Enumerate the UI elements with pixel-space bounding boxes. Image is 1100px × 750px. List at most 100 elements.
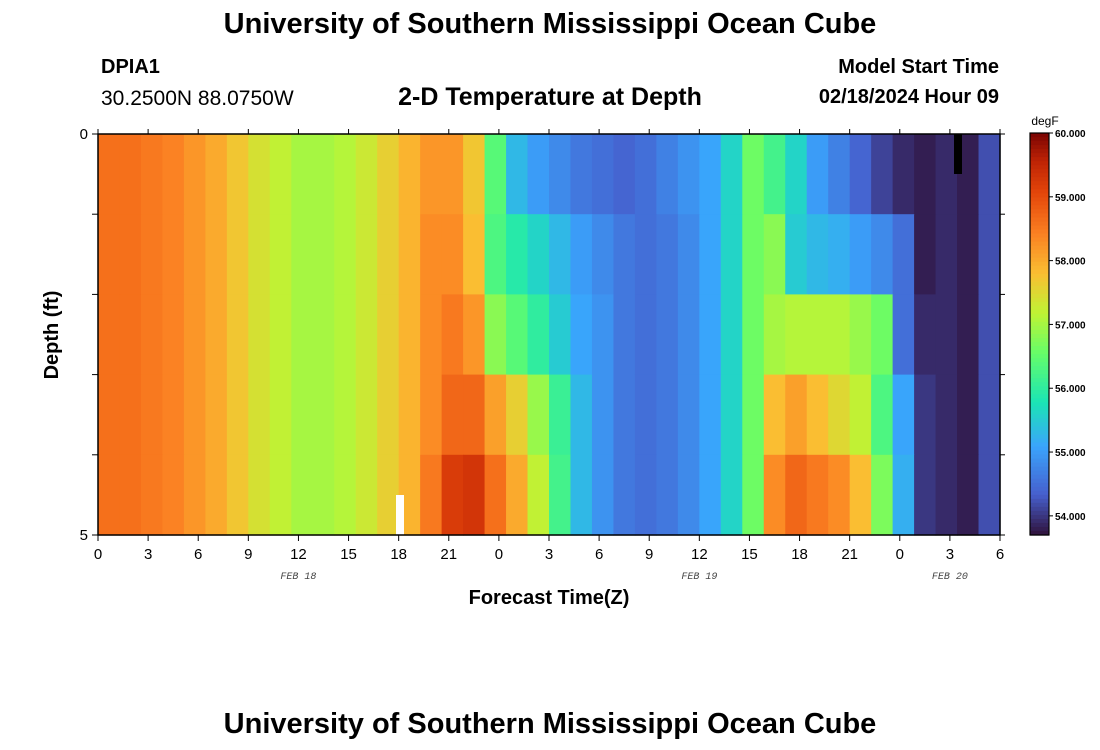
model-start-label: Model Start Time [838,56,999,78]
colorbar-segment [1030,297,1049,303]
colorbar-segment [1030,434,1049,440]
heatmap-cell [441,294,464,376]
heatmap-cell [699,374,722,456]
colorbar-segment [1030,426,1049,432]
colorbar-tick-label: 60.000 [1055,129,1086,140]
heatmap-cell [398,454,421,536]
colorbar-segment [1030,430,1049,436]
colorbar-segment [1030,253,1049,259]
x-tick-label: 15 [741,546,758,563]
heatmap-cell [98,294,121,376]
heatmap-cell [183,294,206,376]
colorbar-segment [1030,309,1049,315]
colorbar-tick-label: 57.000 [1055,320,1086,331]
heatmap-cell [806,134,829,215]
heatmap-cell [549,214,572,295]
heatmap-cell [549,294,572,376]
colorbar-segment [1030,189,1049,194]
colorbar-tick-label: 58.000 [1055,257,1086,268]
colorbar-segment [1030,394,1049,399]
colorbar-segment [1030,414,1049,420]
page-title: University of Southern Mississippi Ocean… [223,8,877,40]
heatmap-cells [98,134,1001,536]
heatmap-cell [463,374,486,456]
x-tick-label: 18 [390,546,407,563]
colorbar-segment [1030,137,1049,142]
heatmap-cell [914,294,937,376]
heatmap-cell [699,294,722,376]
heatmap-cell [978,374,1001,456]
heatmap-cell [463,294,486,376]
heatmap-cell [549,454,572,536]
heatmap-cell [570,294,593,376]
heatmap-cell [806,454,829,536]
colorbar-segment [1030,398,1049,403]
colorbar-tick-label: 59.000 [1055,193,1086,204]
x-tick-label: 0 [495,546,503,563]
colorbar-unit: degF [1031,114,1058,128]
heatmap-cell [162,374,185,456]
heatmap-cell [957,294,980,376]
heatmap-cell [527,214,550,295]
x-axis-label: Forecast Time(Z) [469,587,630,609]
heatmap-cell [484,294,507,376]
heatmap-cell [377,214,400,295]
heatmap-cell [914,214,937,295]
colorbar-segment [1030,273,1049,279]
heatmap-cell [441,134,464,215]
heatmap-cell [183,374,206,456]
heatmap-cell [785,214,808,295]
heatmap-cell [119,214,142,295]
date-label: FEB 20 [932,572,968,583]
colorbar-segment [1030,494,1049,500]
heatmap-cell [248,134,271,215]
heatmap-cell [355,294,378,376]
colorbar-segment [1030,366,1049,371]
colorbar-segment [1030,157,1049,162]
colorbar-segment [1030,305,1049,311]
heatmap-cell [398,294,421,376]
heatmap-cell [269,454,292,536]
heatmap-cell [892,214,915,295]
heatmap-cell [935,454,958,536]
colorbar-segment [1030,350,1049,355]
heatmap-cell [549,374,572,456]
heatmap-cell [849,134,872,215]
colorbar-segment [1030,145,1049,150]
heatmap-cell [291,374,314,456]
heatmap-cell [613,214,636,295]
heatmap-cell [484,374,507,456]
colorbar-segment [1030,410,1049,415]
heatmap-cell [140,454,164,536]
heatmap-cell [613,454,636,536]
colorbar-tick-label: 54.000 [1055,512,1086,523]
date-label: FEB 18 [280,572,316,583]
colorbar-segment [1030,526,1049,532]
heatmap-cell [398,134,421,215]
heatmap-cell [978,134,1001,215]
heatmap-cell [140,214,164,295]
y-axis-label: Depth (ft) [41,291,63,380]
heatmap-cell [720,294,743,376]
heatmap-cell [763,374,786,456]
x-tick-label: 6 [996,546,1004,563]
heatmap-cell [720,134,743,215]
heatmap-cell [957,374,980,456]
heatmap-cell [634,214,657,295]
colorbar-segment [1030,362,1049,367]
heatmap-cell [226,374,249,456]
colorbar-segment [1030,406,1049,411]
colorbar-segment [1030,313,1049,319]
heatmap-cell [785,294,808,376]
colorbar-segment [1030,446,1049,452]
heatmap-cell [806,214,829,295]
colorbar-segment [1030,374,1049,379]
heatmap-cell [527,374,550,456]
colorbar-segment [1030,450,1049,456]
heatmap-cell [291,214,314,295]
heatmap-cell [785,454,808,536]
heatmap-cell [591,134,615,215]
heatmap-cell [978,214,1001,295]
heatmap-cell [591,374,615,456]
heatmap-cell [269,294,292,376]
